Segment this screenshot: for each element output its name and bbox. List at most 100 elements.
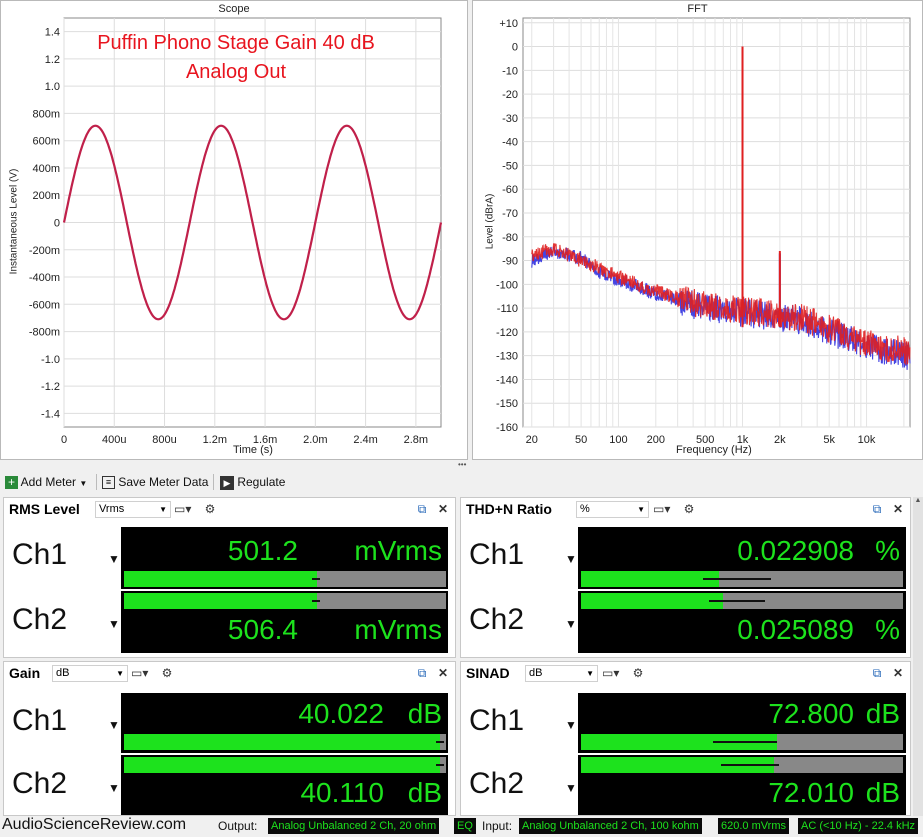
scope-xlabel: Time (s)	[233, 444, 273, 456]
fft-ytick-label: -80	[502, 232, 518, 244]
graph-settings-icon[interactable]: ▭▾	[131, 666, 149, 680]
chevron-down-icon: ▼	[159, 505, 167, 514]
ch1-display: 40.022 dB	[121, 693, 448, 753]
add-meter-button[interactable]: + Add Meter ▼	[5, 473, 87, 491]
meter-title: THD+N Ratio	[466, 501, 552, 517]
gear-icon[interactable]: ⚙	[204, 502, 216, 516]
ch1-value: 40.022	[298, 698, 384, 729]
ch2-dropdown-icon[interactable]: ▼	[565, 781, 577, 795]
fft-ytick-label: -150	[496, 398, 518, 410]
meter-toolbar: + Add Meter ▼ ≡ Save Meter Data ▶ Regula…	[0, 470, 923, 494]
fft-ytick-label: -20	[502, 89, 518, 101]
scope-xtick-label: 1.2m	[203, 434, 227, 446]
fft-plot-area	[522, 17, 911, 428]
unit-select[interactable]: % ▼	[576, 501, 649, 518]
meter-title: Gain	[9, 665, 41, 681]
output-value[interactable]: Analog Unbalanced 2 Ch, 20 ohm	[268, 818, 440, 834]
gear-icon[interactable]: ⚙	[683, 502, 695, 516]
close-icon[interactable]: ✕	[892, 666, 904, 680]
save-meter-data-button[interactable]: ≡ Save Meter Data	[102, 473, 208, 491]
ch1-bar-marker	[436, 741, 444, 743]
fft-ytick-label: -140	[496, 374, 518, 386]
meter-title: RMS Level	[9, 501, 80, 517]
unit-select[interactable]: Vrms ▼	[95, 501, 171, 518]
ch1-value: 0.022908	[737, 535, 854, 566]
ch1-unit: dB	[407, 698, 442, 729]
fft-panel: FFT +10 0 -10 -20 -30 -40 -50 -60 -70 -80 -90 -100 -…	[472, 0, 923, 460]
scope-xtick-label: 400u	[102, 434, 126, 446]
fft-ytick-label: -50	[502, 160, 518, 172]
ch2-dropdown-icon[interactable]: ▼	[565, 617, 577, 631]
gear-icon[interactable]: ⚙	[161, 666, 173, 680]
graph-settings-icon[interactable]: ▭▾	[602, 666, 620, 680]
ch1-bar-marker	[312, 578, 320, 580]
scope-ytick-label: 800m	[32, 108, 60, 120]
ch1-bar-marker	[703, 578, 771, 580]
splitter-grip[interactable]: •••	[458, 460, 467, 469]
ch2-display: 40.110 dB	[121, 755, 448, 815]
scope-ylabel: Instantaneous Level (V)	[8, 168, 20, 275]
ch1-dropdown-icon[interactable]: ▼	[108, 718, 120, 732]
graph-settings-icon[interactable]: ▭▾	[653, 502, 671, 516]
ch2-dropdown-icon[interactable]: ▼	[108, 781, 120, 795]
ch2-bar-fill	[581, 593, 723, 609]
scope-ytick-label: -400m	[29, 272, 60, 284]
scope-ytick-label: -600m	[29, 299, 60, 311]
unit-select[interactable]: dB ▼	[52, 665, 128, 682]
scope-xtick-label: 1.6m	[253, 434, 277, 446]
scroll-up-icon[interactable]: ▲	[914, 497, 922, 504]
chevron-down-icon: ▼	[79, 479, 88, 488]
unit-select-value: dB	[529, 667, 543, 679]
scope-ytick-label: 1.2	[45, 54, 60, 66]
unit-select-value: %	[580, 503, 590, 515]
input-level[interactable]: 620.0 mVrms	[718, 818, 790, 834]
meter-header: SINAD dB ▼ ▭▾ ⚙ ⧉ ✕	[461, 662, 910, 686]
ch1-level-bar	[124, 571, 446, 587]
unit-select-value: dB	[56, 667, 70, 679]
popout-icon[interactable]: ⧉	[417, 666, 427, 680]
ch1-display: 72.800 dB	[578, 693, 906, 753]
ch2-display: 0.025089 %	[578, 591, 906, 653]
scope-ytick-label: 400m	[32, 163, 60, 175]
scope-ytick-label: 1.0	[45, 81, 60, 93]
graph-settings-icon[interactable]: ▭▾	[174, 502, 192, 516]
ch1-label: Ch1	[469, 704, 525, 737]
unit-select[interactable]: dB ▼	[525, 665, 598, 682]
ch2-dropdown-icon[interactable]: ▼	[108, 617, 120, 631]
popout-icon[interactable]: ⧉	[872, 502, 882, 516]
filter-setting[interactable]: AC (<10 Hz) - 22.4 kHz	[798, 818, 919, 834]
ch2-label: Ch2	[12, 603, 68, 636]
ch1-label: Ch1	[469, 538, 525, 571]
fft-xtick-label: 2k	[774, 434, 786, 446]
meter-title: SINAD	[466, 665, 510, 681]
ch1-dropdown-icon[interactable]: ▼	[565, 552, 577, 566]
ch1-bar-fill	[581, 734, 778, 750]
ch1-dropdown-icon[interactable]: ▼	[108, 552, 120, 566]
fft-series-line	[531, 242, 911, 365]
overlay-line2: Analog Out	[185, 61, 287, 83]
toolbar-divider	[96, 474, 97, 490]
eq-button[interactable]: EQ	[454, 818, 476, 834]
close-icon[interactable]: ✕	[437, 502, 449, 516]
save-meter-data-label: Save Meter Data	[118, 475, 209, 489]
fft-ytick-label: -130	[496, 351, 518, 363]
close-icon[interactable]: ✕	[437, 666, 449, 680]
fft-ytick-label: -110	[497, 303, 518, 315]
ch2-label: Ch2	[12, 767, 68, 800]
gear-icon[interactable]: ⚙	[632, 666, 644, 680]
scope-ytick-label: 200m	[32, 190, 60, 202]
fft-ytick-label: -10	[502, 65, 518, 77]
popout-icon[interactable]: ⧉	[872, 666, 882, 680]
save-data-icon: ≡	[102, 476, 115, 490]
regulate-button[interactable]: ▶ Regulate	[220, 473, 285, 491]
scope-title: Scope	[218, 3, 250, 15]
meters-scrollbar[interactable]: ▲	[913, 497, 923, 816]
scope-overlay-title: Puffin Phono Stage Gain 40 dB Analog Out	[61, 29, 411, 87]
input-value[interactable]: Analog Unbalanced 2 Ch, 100 kohm	[519, 818, 702, 834]
close-icon[interactable]: ✕	[892, 502, 904, 516]
popout-icon[interactable]: ⧉	[417, 502, 427, 516]
fft-xtick-label: 50	[575, 434, 587, 446]
ch1-bar-marker	[713, 741, 777, 743]
ch1-value: 501.2	[227, 535, 298, 566]
ch1-dropdown-icon[interactable]: ▼	[565, 718, 577, 732]
